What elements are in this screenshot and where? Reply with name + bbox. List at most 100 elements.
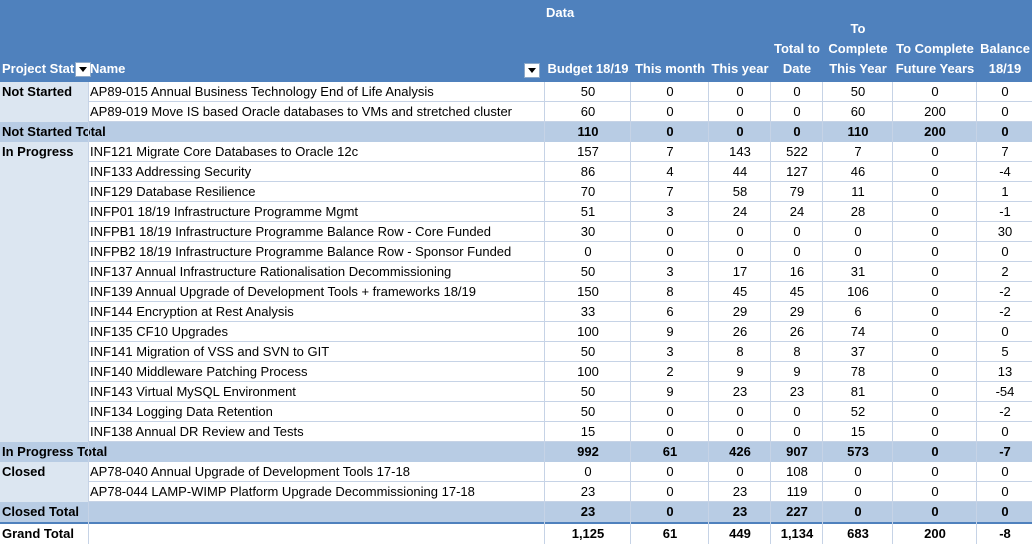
this-month-cell[interactable]: 0 (666, 504, 674, 519)
row-label[interactable]: Not Started (2, 84, 73, 99)
project-name-cell[interactable]: INF121 Migrate Core Databases to Oracle … (90, 144, 359, 159)
total-to-date-cell[interactable]: 29 (789, 304, 805, 319)
balance-header[interactable]: Balance 18/19 (978, 39, 1032, 79)
to-complete-this-year-cell[interactable]: 6 (854, 304, 862, 319)
to-complete-this-year-cell[interactable]: 60 (850, 104, 866, 119)
this-year-cell[interactable]: 0 (736, 224, 744, 239)
row-label[interactable] (2, 182, 86, 202)
balance-cell[interactable]: 0 (1001, 424, 1009, 439)
project-name-cell[interactable]: INFP01 18/19 Infrastructure Programme Mg… (90, 204, 359, 219)
to-complete-this-year-cell[interactable]: 37 (850, 344, 866, 359)
project-name-cell[interactable]: INF139 Annual Upgrade of Development Too… (90, 284, 477, 299)
row-label[interactable] (2, 342, 86, 362)
total-to-date-cell[interactable]: 0 (793, 424, 801, 439)
budget-cell[interactable]: 50 (580, 344, 596, 359)
to-complete-future-cell[interactable]: 0 (931, 244, 939, 259)
project-name-cell[interactable]: AP89-015 Annual Business Technology End … (90, 84, 434, 99)
project-name-cell[interactable]: INF134 Logging Data Retention (90, 404, 273, 419)
this-month-cell[interactable]: 0 (666, 124, 674, 139)
to-complete-this-year-cell[interactable]: 74 (850, 324, 866, 339)
to-complete-this-year-cell[interactable]: 106 (847, 284, 869, 299)
this-month-cell[interactable]: 3 (666, 204, 674, 219)
row-label[interactable] (2, 322, 86, 342)
this-year-cell[interactable]: 23 (732, 384, 748, 399)
row-label[interactable] (2, 302, 86, 322)
this-year-cell[interactable]: 143 (729, 144, 751, 159)
total-to-date-cell[interactable]: 0 (793, 224, 801, 239)
total-to-date-cell[interactable]: 119 (786, 484, 808, 499)
to-complete-future-cell[interactable]: 200 (924, 124, 946, 139)
total-to-date-cell[interactable]: 9 (793, 364, 801, 379)
to-complete-future-cell[interactable]: 0 (931, 464, 939, 479)
to-complete-this-year-cell[interactable]: 0 (854, 464, 862, 479)
to-complete-future-cell[interactable]: 0 (931, 324, 939, 339)
budget-cell[interactable]: 33 (580, 304, 596, 319)
row-label[interactable] (2, 262, 86, 282)
balance-cell[interactable]: -8 (999, 526, 1011, 541)
balance-cell[interactable]: -4 (999, 164, 1011, 179)
project-name-cell[interactable]: INF129 Database Resilience (90, 184, 256, 199)
budget-cell[interactable]: 992 (577, 444, 599, 459)
this-year-cell[interactable]: 0 (736, 124, 744, 139)
to-complete-future-cell[interactable]: 0 (931, 144, 939, 159)
this-month-cell[interactable]: 61 (662, 444, 678, 459)
budget-cell[interactable]: 60 (580, 104, 596, 119)
project-name-cell[interactable]: INF140 Middleware Patching Process (90, 364, 308, 379)
project-name-cell[interactable]: AP78-040 Annual Upgrade of Development T… (90, 464, 410, 479)
project-name-cell[interactable]: INF135 CF10 Upgrades (90, 324, 229, 339)
budget-cell[interactable]: 100 (577, 364, 599, 379)
to-complete-future-cell[interactable]: 0 (931, 424, 939, 439)
to-complete-future-cell[interactable]: 0 (931, 204, 939, 219)
row-label[interactable] (2, 202, 86, 222)
to-complete-this-year-cell[interactable]: 110 (847, 124, 869, 139)
to-complete-this-year-cell[interactable]: 31 (850, 264, 866, 279)
to-complete-future-cell[interactable]: 0 (931, 304, 939, 319)
this-month-cell[interactable]: 0 (666, 484, 674, 499)
row-label[interactable]: In Progress Total (2, 444, 108, 459)
balance-cell[interactable]: -2 (999, 404, 1011, 419)
to-complete-future-cell[interactable]: 0 (931, 444, 939, 459)
this-month-cell[interactable]: 9 (666, 324, 674, 339)
this-year-cell[interactable]: 9 (736, 364, 744, 379)
budget-cell[interactable]: 50 (580, 264, 596, 279)
to-complete-this-year-cell[interactable]: 81 (850, 384, 866, 399)
this-year-header[interactable]: This year (711, 61, 769, 76)
budget-header[interactable]: Budget 18/19 (547, 61, 629, 76)
this-month-cell[interactable]: 3 (666, 344, 674, 359)
row-label[interactable] (2, 422, 86, 442)
budget-cell[interactable]: 30 (580, 224, 596, 239)
this-year-cell[interactable]: 0 (736, 404, 744, 419)
balance-cell[interactable]: 0 (1001, 324, 1009, 339)
balance-cell[interactable]: 1 (1001, 184, 1009, 199)
this-month-cell[interactable]: 0 (666, 84, 674, 99)
name-filter-icon[interactable] (524, 63, 540, 78)
row-label[interactable]: In Progress (2, 144, 74, 159)
total-to-date-cell[interactable]: 227 (786, 504, 808, 519)
to-complete-this-year-cell[interactable]: 0 (854, 244, 862, 259)
this-year-cell[interactable]: 0 (736, 104, 744, 119)
balance-cell[interactable]: 7 (1001, 144, 1009, 159)
this-month-cell[interactable]: 7 (666, 144, 674, 159)
total-to-date-cell[interactable]: 0 (793, 84, 801, 99)
row-label[interactable] (2, 382, 86, 402)
this-year-cell[interactable]: 0 (736, 424, 744, 439)
balance-cell[interactable]: -2 (999, 284, 1011, 299)
row-label[interactable] (2, 102, 86, 122)
budget-cell[interactable]: 100 (577, 324, 599, 339)
this-month-cell[interactable]: 8 (666, 284, 674, 299)
row-label[interactable] (2, 242, 86, 262)
to-complete-future-cell[interactable]: 0 (931, 504, 939, 519)
this-month-cell[interactable]: 0 (666, 224, 674, 239)
total-to-date-header[interactable]: Total to Date (772, 39, 822, 79)
row-label[interactable]: Grand Total (2, 526, 74, 541)
this-year-cell[interactable]: 426 (729, 444, 751, 459)
balance-cell[interactable]: 0 (1001, 244, 1009, 259)
to-complete-this-year-cell[interactable]: 11 (851, 184, 865, 199)
to-complete-future-cell[interactable]: 0 (931, 404, 939, 419)
this-month-cell[interactable]: 0 (666, 244, 674, 259)
this-year-cell[interactable]: 23 (732, 484, 748, 499)
row-label[interactable] (2, 222, 86, 242)
budget-cell[interactable]: 157 (577, 144, 599, 159)
total-to-date-cell[interactable]: 0 (793, 124, 801, 139)
row-label[interactable] (2, 402, 86, 422)
